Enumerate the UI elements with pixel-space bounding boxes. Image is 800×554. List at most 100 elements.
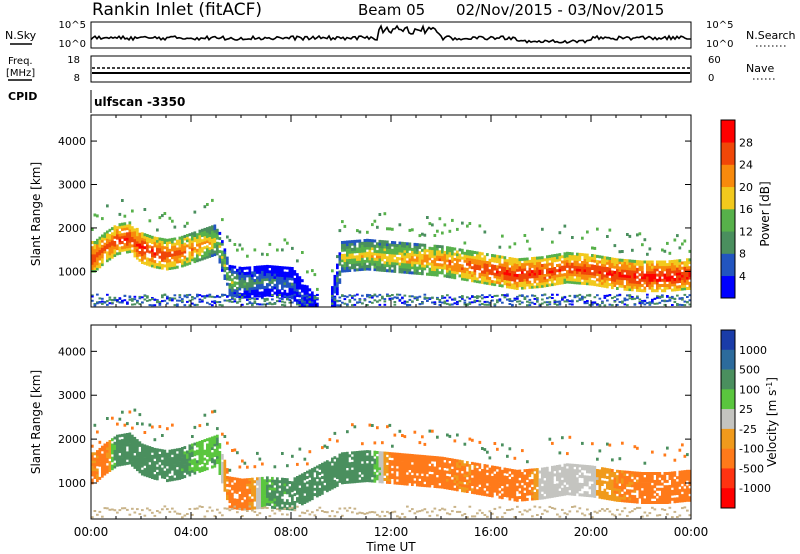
heatmap-cell (373, 463, 377, 467)
heatmap-cell (108, 241, 112, 245)
heatmap-cell (303, 482, 307, 486)
heatmap-cell (261, 273, 264, 277)
heatmap-cell (681, 282, 684, 286)
heatmap-cell (158, 216, 162, 220)
heatmap-cell (633, 259, 637, 263)
heatmap-cell (398, 516, 402, 519)
heatmap-cell (678, 277, 682, 281)
heatmap-cell (371, 424, 374, 427)
heatmap-cell (253, 266, 257, 269)
heatmap-cell (146, 299, 149, 302)
heatmap-cell (531, 264, 534, 268)
freq-tick-bottom: 8 (74, 73, 80, 84)
heatmap-cell (233, 294, 237, 297)
heatmap-cell (118, 447, 122, 451)
heatmap-cell (336, 287, 339, 290)
heatmap-cell (136, 441, 139, 445)
heatmap-cell (213, 229, 217, 233)
heatmap-cell (593, 259, 597, 263)
heatmap-cell (156, 250, 159, 254)
heatmap-cell (156, 458, 159, 462)
heatmap-cell (653, 270, 657, 274)
heatmap-cell (331, 291, 334, 295)
heatmap-cell (191, 242, 194, 246)
heatmap-cell (263, 506, 267, 509)
heatmap-cell (256, 506, 259, 510)
heatmap-cell (346, 258, 349, 262)
heatmap-cell (556, 258, 559, 262)
heatmap-cell (428, 297, 432, 300)
heatmap-cell (383, 472, 387, 476)
heatmap-cell (313, 479, 317, 483)
heatmap-cell (348, 480, 352, 484)
heatmap-cell (248, 271, 252, 275)
heatmap-cell (646, 278, 649, 282)
heatmap-cell (198, 467, 202, 471)
heatmap-cell (296, 278, 299, 282)
heatmap-cell (478, 295, 482, 298)
heatmap-cell (191, 448, 194, 452)
heatmap-cell (336, 439, 339, 443)
heatmap-cell (408, 258, 412, 262)
heatmap-cell (481, 275, 484, 279)
heatmap-cell (223, 261, 227, 265)
heatmap-cell (261, 490, 264, 493)
heatmap-cell (623, 297, 627, 300)
heatmap-cell (618, 266, 622, 270)
heatmap-cell (306, 300, 309, 304)
heatmap-cell (208, 228, 212, 232)
heatmap-cell (613, 265, 617, 269)
heatmap-cell (243, 274, 247, 278)
heatmap-cell (553, 282, 557, 286)
heatmap-cell (171, 240, 174, 244)
heatmap-cell (683, 266, 687, 270)
heatmap-cell (378, 250, 382, 254)
heatmap-cell (126, 438, 129, 442)
heatmap-cell (108, 239, 112, 243)
heatmap-cell (473, 258, 477, 262)
heatmap-cell (471, 250, 474, 254)
heatmap-cell (206, 510, 209, 513)
heatmap-cell (553, 256, 557, 260)
heatmap-cell (258, 286, 262, 290)
heatmap-cell (383, 467, 387, 471)
heatmap-cell (508, 280, 512, 284)
heatmap-cell (121, 457, 124, 461)
heatmap-cell (591, 267, 594, 270)
heatmap-cell (463, 241, 467, 245)
heatmap-cell (646, 265, 649, 269)
heatmap-cell (248, 292, 252, 296)
heatmap-cell (628, 234, 632, 238)
heatmap-cell (106, 233, 109, 237)
heatmap-cell (213, 224, 217, 228)
heatmap-cell (258, 275, 262, 279)
heatmap-cell (451, 298, 454, 301)
heatmap-cell (406, 260, 409, 264)
heatmap-cell (688, 281, 691, 285)
heatmap-cell (441, 255, 444, 259)
heatmap-cell (626, 287, 629, 291)
heatmap-cell (481, 262, 484, 266)
heatmap-cell (611, 286, 614, 290)
heatmap-cell (688, 268, 691, 272)
heatmap-cell (351, 472, 354, 476)
heatmap-cell (613, 270, 617, 274)
heatmap-cell (263, 265, 267, 269)
heatmap-cell (143, 235, 147, 239)
heatmap-cell (283, 488, 287, 492)
heatmap-cell (568, 303, 572, 306)
heatmap-cell (401, 262, 404, 266)
heatmap-cell (503, 282, 507, 286)
heatmap-cell (143, 246, 147, 250)
heatmap-cell (478, 300, 482, 303)
heatmap-cell (128, 445, 132, 449)
heatmap-cell (576, 294, 579, 297)
heatmap-cell (416, 253, 419, 257)
heatmap-cell (226, 282, 229, 286)
heatmap-cell (291, 285, 294, 289)
heatmap-cell (513, 276, 517, 280)
power-y-axis-label: Slant Range [km] (29, 162, 43, 266)
heatmap-cell (453, 263, 457, 267)
heatmap-cell (556, 277, 559, 280)
heatmap-cell (501, 279, 504, 283)
